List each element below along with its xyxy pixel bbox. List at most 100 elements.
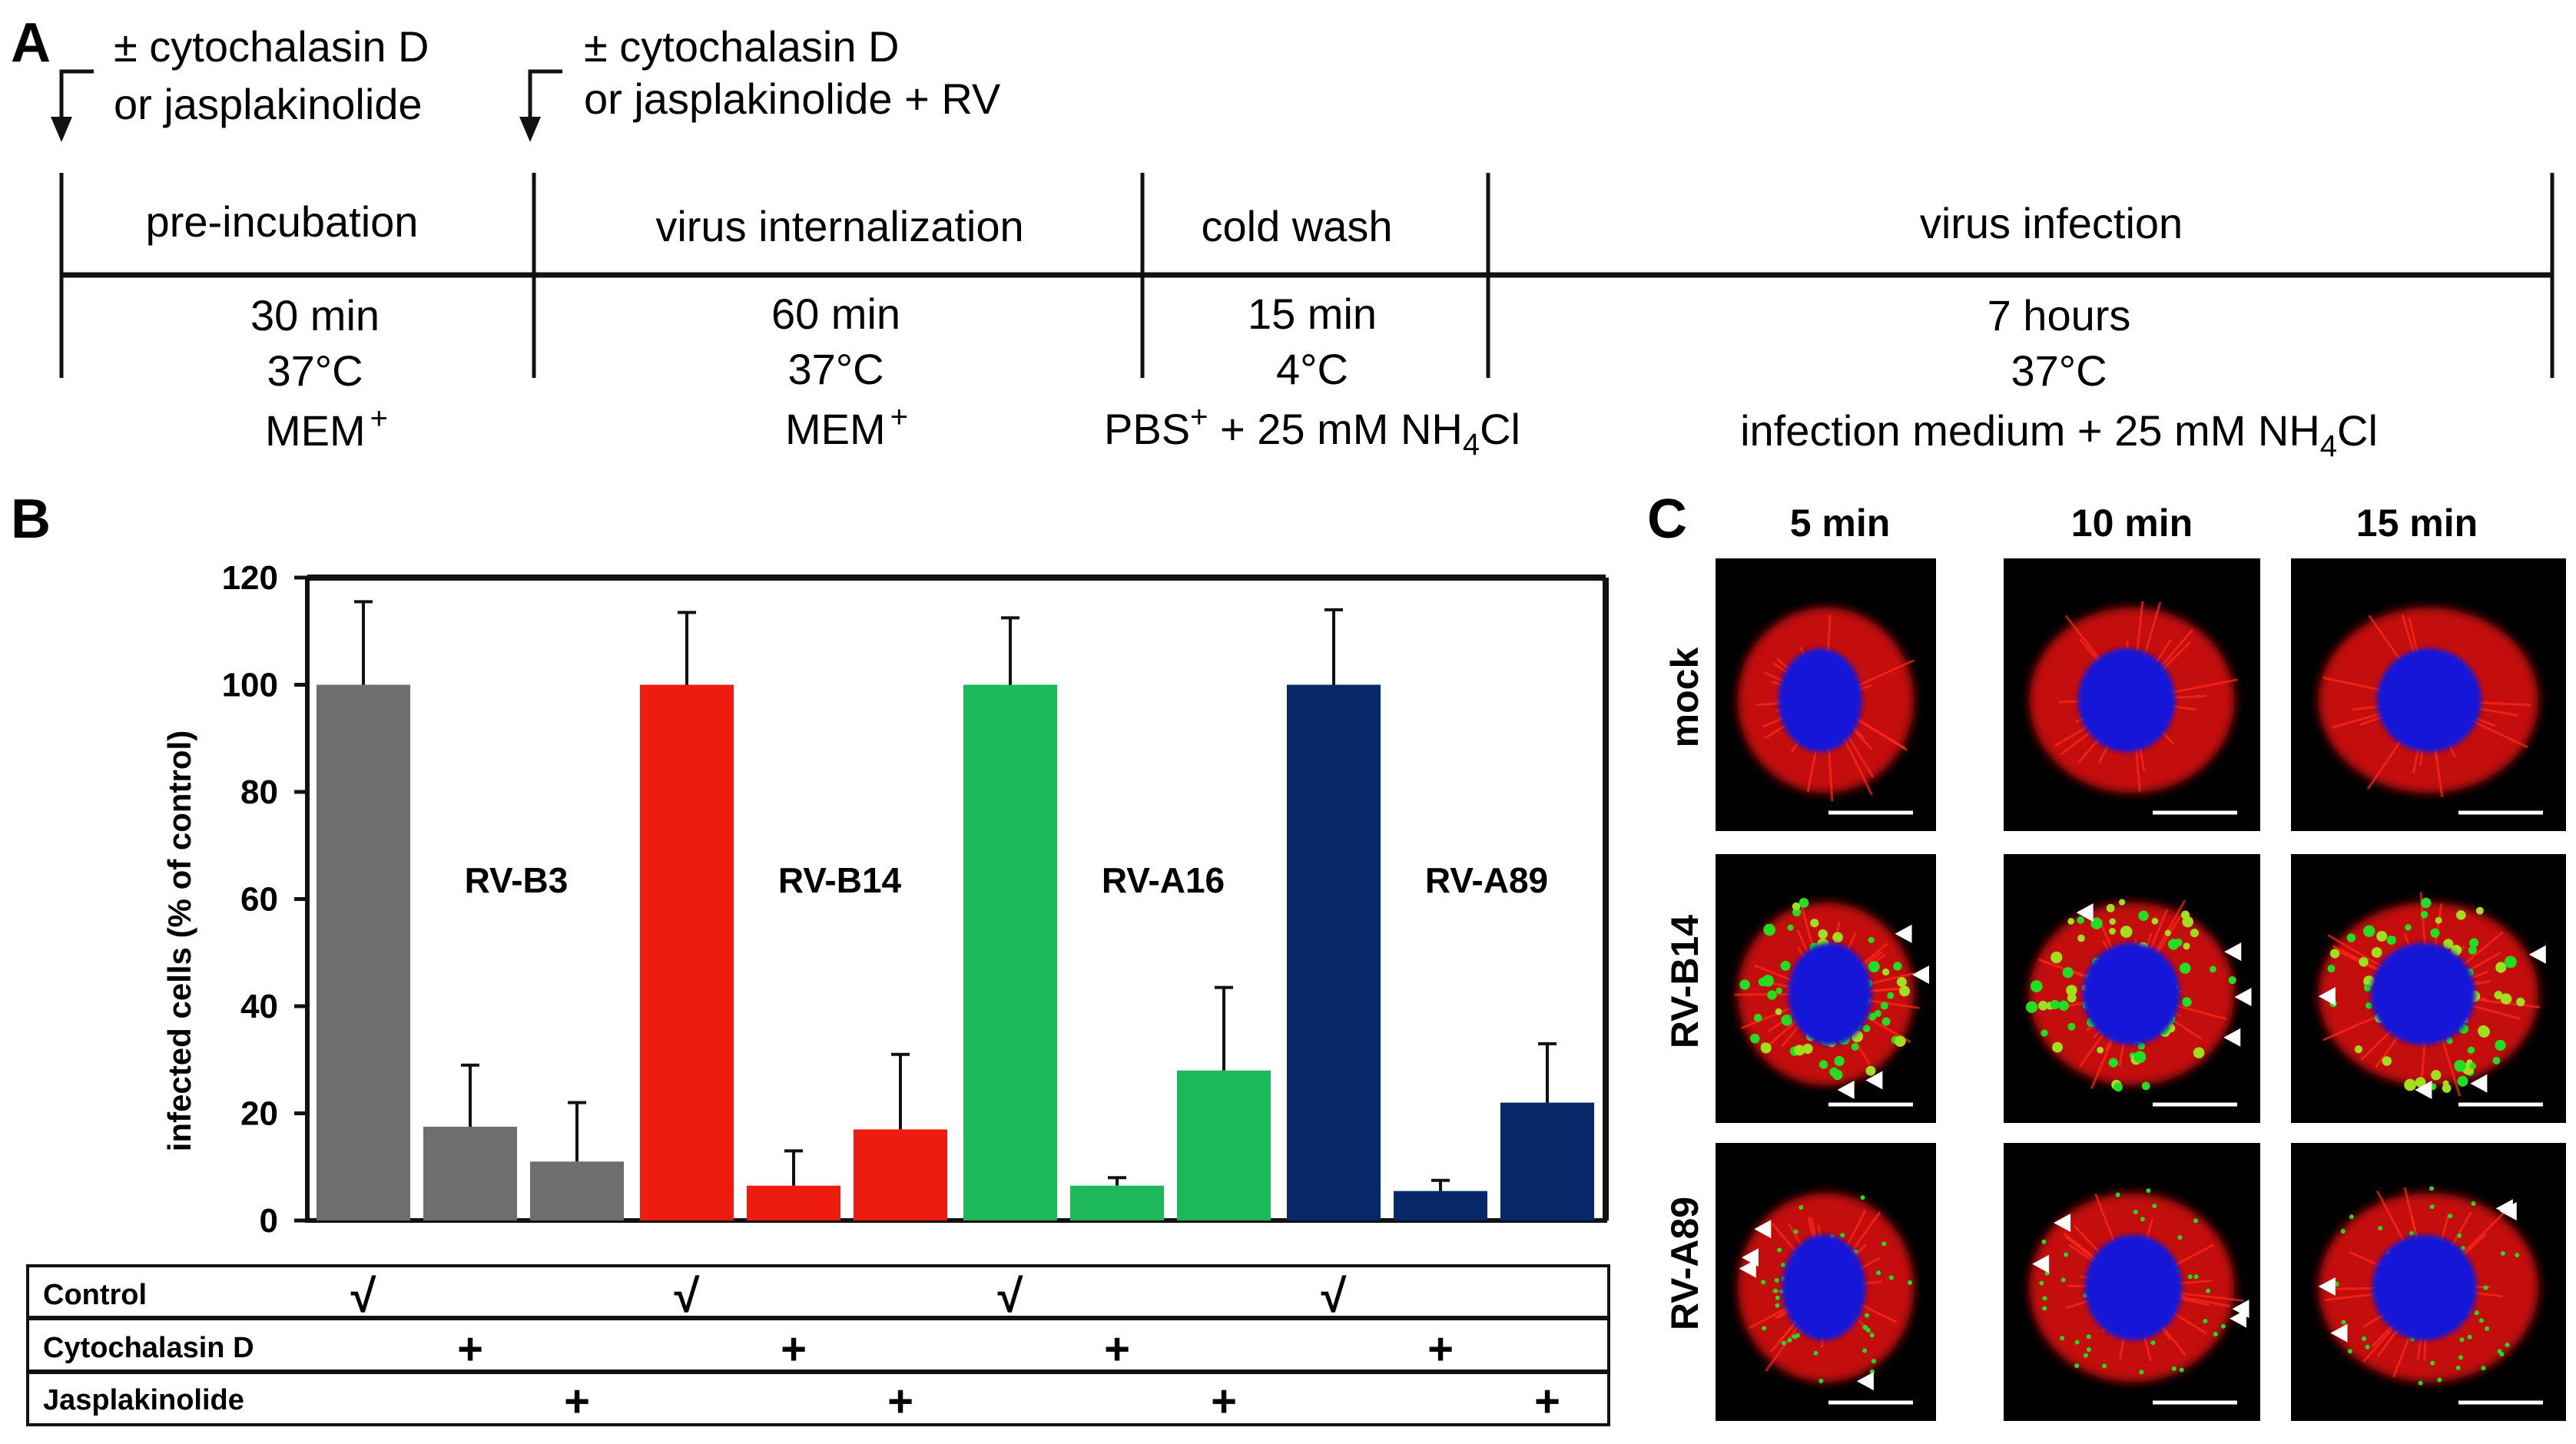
virus-particle: [2340, 1229, 2346, 1234]
row-header-rv-b14: RV-B14: [1663, 915, 1706, 1048]
col-header-15min: 15 min: [2356, 502, 2478, 545]
virus-particle: [1818, 929, 1826, 938]
virus-particle: [2179, 1367, 2184, 1373]
phase-time: 7 hours: [1988, 291, 2131, 339]
virus-particle: [2495, 962, 2507, 973]
virus-particle: [1907, 1280, 1912, 1285]
virus-particle: [2206, 1288, 2211, 1293]
virus-particle: [2478, 1025, 2489, 1037]
table-mark: +: [1534, 1376, 1560, 1426]
virus-particle: [1781, 1340, 1786, 1346]
virus-particle: [2365, 1002, 2372, 1009]
micrograph-grid: [1716, 558, 2566, 1421]
virus-particle: [2494, 991, 2503, 1000]
virus-particle: [2347, 1349, 2352, 1354]
bar-rv-b3-2: [530, 1161, 624, 1220]
virus-particle: [2074, 1363, 2080, 1369]
virus-particle: [2409, 1230, 2414, 1236]
bar-rv-b14-0: [640, 684, 734, 1220]
virus-particle: [1888, 1275, 1894, 1280]
virus-particle: [1832, 1069, 1843, 1081]
virus-particle: [2182, 997, 2192, 1007]
virus-particle: [2500, 1250, 2505, 1256]
phase-time: 30 min: [250, 291, 380, 339]
virus-particle: [2190, 929, 2199, 938]
virus-particle: [2120, 926, 2133, 938]
virus-particle: [2458, 1355, 2464, 1360]
virus-particle: [2179, 962, 2191, 974]
row-header-mock: mock: [1663, 647, 1706, 748]
virus-particle: [2469, 938, 2479, 948]
virus-particle: [2210, 965, 2216, 973]
arrow-2-line2: or jasplakinolide + RV: [584, 75, 1001, 123]
virus-particle: [2431, 1069, 2442, 1081]
virus-particle: [2102, 1363, 2107, 1369]
virus-particle: [2097, 1046, 2104, 1054]
nucleus: [1782, 1234, 1866, 1341]
virus-particle: [2359, 957, 2369, 967]
virus-particle: [2515, 1253, 2520, 1258]
y-tick-label: 100: [222, 667, 278, 704]
arrowhead-marker: [1739, 1259, 1756, 1278]
virus-particle: [2133, 1209, 2138, 1214]
virus-particle: [1876, 1270, 1881, 1276]
arrow-1-line2: or jasplakinolide: [114, 80, 423, 128]
bar-rv-a16-1: [1070, 1185, 1164, 1220]
phase-pre-incubation: pre-incubation 30 min 37°C MEM +: [146, 197, 419, 455]
phase-cold-wash: cold wash 15 min 4°C PBS+ + 25 mM NH4Cl: [1104, 202, 1520, 462]
bar-rv-a16-0: [963, 684, 1057, 1220]
phase-medium: MEM +: [265, 402, 388, 455]
virus-particle: [1775, 1303, 1780, 1308]
virus-particle: [2064, 1252, 2069, 1257]
virus-particle: [2429, 1204, 2435, 1210]
virus-particle: [2067, 993, 2077, 1003]
bar-rv-a89-0: [1287, 684, 1381, 1220]
virus-particle: [2052, 1042, 2063, 1053]
virus-particle: [2138, 910, 2149, 921]
virus-particle: [2516, 997, 2525, 1007]
virus-particle: [2058, 1000, 2069, 1011]
arrowhead-marker: [2330, 1323, 2348, 1343]
virus-particle: [2146, 1188, 2151, 1194]
arrowhead-marker: [2415, 1081, 2432, 1100]
phase-virus-internalization: virus internalization 60 min 37°C MEM +: [655, 202, 1023, 453]
bar-rv-b3-0: [317, 684, 410, 1220]
arrowhead-marker: [1865, 1071, 1883, 1090]
virus-particle: [2481, 1366, 2486, 1371]
arrow-1-bracket: [59, 69, 94, 117]
bar-rv-b14-1: [747, 1185, 840, 1220]
y-ticks: 0 20 40 60 80 100 120: [222, 559, 307, 1240]
bar-rv-b14-2: [854, 1129, 947, 1220]
arrowhead-marker: [2223, 1028, 2241, 1047]
treatment-table: Control Cytochalasin D Jasplakinolide √ √…: [26, 1264, 1610, 1426]
panel-b: B infected cells (% of control) 0 20 40 60 8…: [11, 489, 1610, 1426]
virus-particle: [1864, 1313, 1869, 1318]
virus-particle: [2118, 899, 2126, 906]
nucleus: [2077, 648, 2176, 753]
virus-particle: [1775, 987, 1782, 994]
virus-particle: [2382, 1056, 2392, 1066]
virus-particle: [1860, 1195, 1865, 1201]
arrowhead-marker: [1912, 965, 1930, 984]
virus-particle: [1895, 1035, 1906, 1047]
phase-name: virus internalization: [655, 202, 1023, 250]
virus-particle: [2203, 1319, 2208, 1324]
group-label: RV-B14: [778, 860, 902, 900]
virus-particle: [2442, 1080, 2449, 1087]
virus-particle: [1787, 924, 1794, 931]
virus-particle: [1775, 1295, 1780, 1300]
arrow-2-head: [519, 117, 541, 142]
virus-particle: [1787, 1337, 1792, 1343]
virus-particle: [2443, 939, 2454, 949]
virus-particle: [2042, 1296, 2047, 1301]
virus-particle: [1762, 975, 1774, 987]
micrograph-2-2: [2291, 1143, 2566, 1421]
virus-particle: [2363, 925, 2375, 937]
nucleus: [2082, 942, 2180, 1045]
virus-particle: [1832, 932, 1843, 943]
virus-particle: [2084, 1353, 2089, 1358]
virus-particle: [2457, 1233, 2462, 1238]
group-label: RV-B3: [465, 860, 569, 900]
bars: [317, 600, 1594, 1220]
virus-particle: [2067, 1022, 2076, 1031]
